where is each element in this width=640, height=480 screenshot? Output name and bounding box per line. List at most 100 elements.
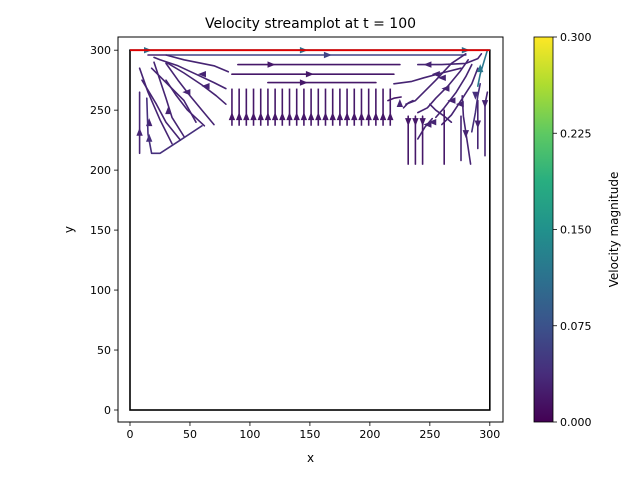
- streamline-arrow: [441, 85, 450, 92]
- streamline-arrow: [279, 112, 286, 121]
- x-axis-label: x: [307, 451, 314, 465]
- colorbar: 0.000 0.075 0.150 0.225 0.300 Velocity magni…: [533, 31, 621, 429]
- streamline-arrow: [437, 74, 446, 81]
- streamline: [417, 117, 433, 140]
- streamline-arrow: [323, 51, 332, 59]
- streamline: [393, 67, 462, 85]
- streamline-arrow: [423, 121, 432, 128]
- streamline: [461, 95, 472, 165]
- streamline-arrow: [477, 64, 484, 73]
- domain-group: [129, 49, 491, 411]
- streamline-arrow: [481, 100, 489, 109]
- colorbar-tick-label: 0.150: [560, 224, 592, 237]
- streamline-arrow: [243, 112, 250, 121]
- y-tick-label: 250: [90, 104, 111, 117]
- streamline: [435, 63, 473, 119]
- streamline: [138, 67, 173, 145]
- streamline-arrow: [405, 118, 412, 127]
- streamline-arrow: [165, 106, 172, 115]
- colorbar-ticks: 0.000 0.075 0.150 0.225 0.300: [553, 31, 592, 429]
- x-tick-label: 250: [419, 428, 440, 441]
- streamline-arrow: [293, 112, 300, 121]
- streamline-arrow: [145, 133, 153, 142]
- streamline-arrow: [201, 82, 210, 90]
- streamline: [484, 91, 489, 157]
- streamline: [429, 103, 453, 123]
- y-tick-label: 50: [97, 344, 111, 357]
- streamline-arrow: [228, 112, 236, 121]
- streamline-arrow: [358, 112, 365, 121]
- streamline-arrow: [336, 112, 344, 121]
- streamline-arrow: [235, 112, 243, 121]
- colorbar-tick-label: 0.000: [560, 416, 592, 429]
- streamline-arrow: [300, 112, 308, 121]
- streamline-arrow: [182, 88, 191, 96]
- streamline-arrow: [387, 112, 394, 121]
- streamline: [165, 61, 227, 105]
- streamline-arrow: [379, 112, 387, 121]
- streamline-arrow: [264, 112, 272, 121]
- x-tick-label: 150: [299, 428, 320, 441]
- y-axis-label: y: [62, 226, 76, 233]
- streamline: [141, 79, 182, 141]
- colorbar-tick-label: 0.075: [560, 320, 592, 333]
- streamline-arrow: [322, 112, 329, 121]
- x-tick-label: 100: [239, 428, 260, 441]
- streamline: [146, 97, 203, 155]
- streamline-arrow: [307, 112, 315, 121]
- streamline-arrow: [250, 112, 257, 121]
- streamline-arrow: [428, 118, 437, 126]
- streamline-arrow: [343, 112, 351, 121]
- streamline-arrow: [419, 118, 426, 127]
- streamlines-group: [129, 46, 491, 165]
- streamline-arrow: [431, 70, 440, 78]
- streamline-arrow: [372, 112, 380, 121]
- colorbar-label: Velocity magnitude: [607, 172, 621, 288]
- streamline-arrow: [472, 91, 479, 100]
- streamline-arrow: [447, 97, 456, 104]
- streamline-arrow: [136, 127, 143, 136]
- streamline: [147, 54, 230, 73]
- streamline: [471, 83, 481, 133]
- colorbar-bar: [533, 36, 554, 423]
- streamline-arrow: [267, 61, 276, 68]
- streamline-arrow: [462, 130, 470, 139]
- x-tick-label: 0: [126, 428, 133, 441]
- streamline-arrow: [271, 112, 279, 121]
- streamline-arrow: [474, 120, 482, 129]
- streamline-arrow: [257, 112, 264, 121]
- streamline-arrow: [286, 112, 293, 121]
- streamline: [441, 67, 479, 126]
- axes-frame: [117, 36, 504, 423]
- streamline-arrow: [315, 112, 322, 121]
- plot-area: [129, 46, 491, 411]
- streamline-arrow: [412, 118, 419, 127]
- streamline-arrow: [351, 112, 358, 121]
- colorbar-tick-label: 0.225: [560, 127, 592, 140]
- y-tick-label: 300: [90, 44, 111, 57]
- streamline-arrow: [305, 70, 314, 78]
- x-tick-label: 50: [183, 428, 197, 441]
- streamline: [405, 53, 467, 105]
- y-tick-label: 100: [90, 284, 111, 297]
- y-tick-label: 200: [90, 164, 111, 177]
- x-tick-label: 300: [479, 428, 500, 441]
- streamline: [165, 62, 215, 126]
- y-tick-label: 0: [104, 404, 111, 417]
- streamline: [477, 49, 489, 87]
- streamline: [153, 56, 227, 90]
- streamline-arrow: [197, 70, 206, 78]
- y-axis-ticks: 0 50 100 150 200 250 300: [90, 44, 118, 417]
- x-tick-label: 200: [359, 428, 380, 441]
- streamline: [417, 59, 469, 114]
- streamline-arrow: [329, 112, 336, 121]
- y-tick-label: 150: [90, 224, 111, 237]
- colorbar-tick-label: 0.300: [560, 31, 592, 44]
- x-axis-ticks: 0 50 100 150 200 250 300: [126, 422, 500, 441]
- streamline-arrow: [396, 98, 404, 107]
- streamline-arrow: [365, 112, 372, 121]
- streamline: [153, 61, 185, 138]
- chart-title: Velocity streamplot at t = 100: [205, 16, 416, 32]
- streamline-arrow: [299, 79, 308, 86]
